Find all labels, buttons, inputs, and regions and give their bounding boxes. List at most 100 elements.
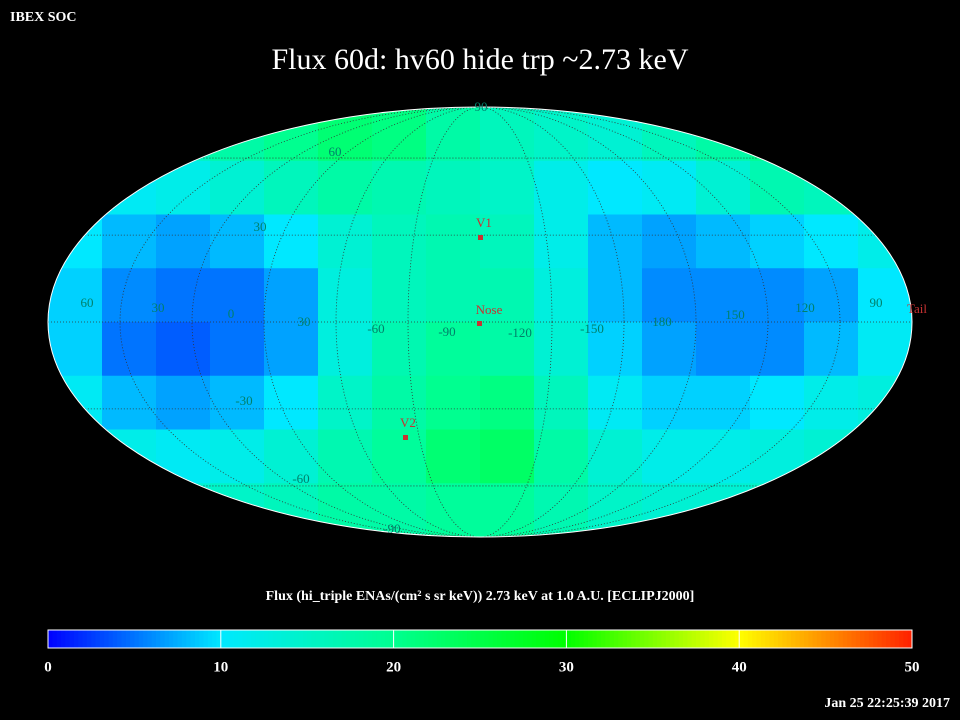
flux-map bbox=[48, 107, 912, 537]
flux-cell bbox=[102, 160, 157, 215]
colorbar-swatch bbox=[575, 630, 580, 648]
colorbar-swatch bbox=[428, 630, 433, 648]
colorbar-swatch bbox=[56, 630, 62, 648]
flux-cell bbox=[48, 483, 103, 537]
flux-cell bbox=[372, 268, 427, 323]
title: Flux 60d: hv60 hide trp ~2.73 keV bbox=[271, 43, 688, 76]
flux-cell bbox=[426, 429, 481, 484]
colorbar-swatch bbox=[773, 630, 779, 648]
colorbar-swatch bbox=[238, 630, 243, 648]
colorbar-swatch bbox=[367, 630, 373, 648]
colorbar-swatch bbox=[873, 630, 878, 648]
grid-label: 90 bbox=[475, 99, 488, 114]
colorbar-swatch bbox=[60, 630, 66, 648]
flux-cell bbox=[858, 214, 912, 269]
colorbar-swatch bbox=[544, 630, 550, 648]
colorbar-swatch bbox=[678, 630, 684, 648]
colorbar-swatch bbox=[82, 630, 88, 648]
colorbar-swatch bbox=[670, 630, 675, 648]
colorbar-swatch bbox=[713, 630, 719, 648]
flux-cell bbox=[48, 375, 103, 430]
flux-cell bbox=[804, 268, 859, 323]
flux-cell bbox=[264, 268, 319, 323]
colorbar-swatch bbox=[52, 630, 58, 648]
flux-cell bbox=[642, 268, 697, 323]
flux-cell bbox=[372, 322, 427, 377]
colorbar-swatch bbox=[246, 630, 252, 648]
colorbar-swatch bbox=[143, 630, 148, 648]
colorbar-swatch bbox=[108, 630, 114, 648]
markers: V1 Nose V2 Tail bbox=[400, 215, 927, 440]
flux-cell bbox=[318, 375, 373, 430]
flux-cell bbox=[750, 429, 805, 484]
colorbar-swatch bbox=[134, 630, 140, 648]
colorbar-swatch bbox=[531, 630, 537, 648]
colorbar-swatch bbox=[505, 630, 511, 648]
colorbar-swatch bbox=[480, 630, 485, 648]
grid-label: 60 bbox=[81, 295, 94, 310]
colorbar-swatch bbox=[177, 630, 183, 648]
flux-cell bbox=[534, 429, 589, 484]
flux-cell bbox=[156, 483, 211, 537]
flux-cell bbox=[426, 268, 481, 323]
colorbar-swatch bbox=[190, 630, 196, 648]
flux-cell bbox=[426, 322, 481, 377]
grid-label: -60 bbox=[292, 471, 309, 486]
colorbar-swatch bbox=[782, 630, 788, 648]
flux-cell bbox=[210, 375, 265, 430]
colorbar-swatch bbox=[687, 630, 693, 648]
grid-labels: 90 60 30 60 30 0 30 -60 -90 -120 -150 180 150 120 90 -3… bbox=[81, 99, 883, 536]
colorbar-swatch bbox=[65, 630, 71, 648]
colorbar-swatch bbox=[402, 630, 408, 648]
colorbar-swatch bbox=[734, 630, 740, 648]
timestamp: Jan 25 22:25:39 2017 bbox=[824, 696, 950, 711]
flux-cell bbox=[858, 160, 912, 215]
colorbar-swatch bbox=[302, 630, 308, 648]
colorbar-swatch bbox=[752, 630, 757, 648]
colorbar-swatch bbox=[337, 630, 343, 648]
colorbar-swatch bbox=[372, 630, 377, 648]
grid-label: 120 bbox=[795, 300, 815, 315]
colorbar-swatch bbox=[829, 630, 835, 648]
flux-cell bbox=[102, 375, 157, 430]
flux-cell bbox=[102, 214, 157, 269]
colorbar-swatch bbox=[436, 630, 442, 648]
colorbar-swatch bbox=[251, 630, 256, 648]
flux-cell bbox=[156, 160, 211, 215]
colorbar: 0 10 20 30 40 50 bbox=[44, 629, 920, 675]
colorbar-swatch bbox=[173, 630, 179, 648]
colorbar-swatch bbox=[354, 630, 360, 648]
colorbar-swatch bbox=[700, 630, 706, 648]
map-border bbox=[47, 106, 913, 538]
colorbar-swatch bbox=[799, 630, 805, 648]
colorbar-swatch bbox=[747, 630, 753, 648]
colorbar-swatch bbox=[359, 630, 364, 648]
flux-cell bbox=[48, 214, 103, 269]
colorbar-swatch bbox=[138, 630, 144, 648]
colorbar-swatch bbox=[320, 630, 325, 648]
flux-cell bbox=[804, 375, 859, 430]
colorbar-swatch bbox=[812, 630, 818, 648]
colorbar-swatch bbox=[117, 630, 122, 648]
colorbar-swatch bbox=[557, 630, 563, 648]
flux-cell bbox=[858, 268, 912, 323]
colorbar-swatch bbox=[415, 630, 421, 648]
flux-cell bbox=[750, 375, 805, 430]
colorbar-swatch bbox=[199, 630, 205, 648]
flux-cell bbox=[210, 429, 265, 484]
colorbar-swatch bbox=[514, 630, 520, 648]
grid-label: -60 bbox=[367, 321, 384, 336]
colorbar-swatch bbox=[307, 630, 313, 648]
flux-cell bbox=[642, 429, 697, 484]
colorbar-swatch bbox=[406, 630, 412, 648]
colorbar-label: Flux (hi_triple ENAs/(cm² s sr keV)) 2.7… bbox=[266, 589, 695, 604]
colorbar-swatch bbox=[618, 630, 624, 648]
colorbar-swatch bbox=[156, 630, 161, 648]
colorbar-swatch bbox=[363, 630, 369, 648]
flux-cell bbox=[480, 214, 535, 269]
flux-cell bbox=[102, 483, 157, 537]
colorbar-swatch bbox=[73, 630, 79, 648]
colorbar-swatch bbox=[186, 630, 192, 648]
colorbar-swatch bbox=[739, 630, 745, 648]
colorbar-tick-label: 0 bbox=[44, 659, 52, 675]
